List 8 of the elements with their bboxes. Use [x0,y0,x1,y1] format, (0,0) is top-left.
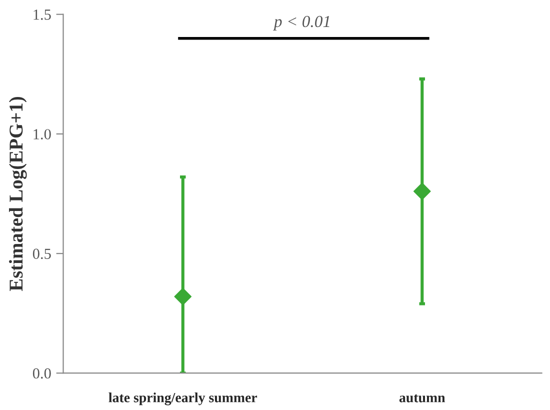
annotation: p < 0.01 [272,16,330,30]
y-tick-label: 0.0 [32,368,51,379]
y-tick-label: 1.0 [34,129,51,140]
x-tick-label: late spring/early summer [108,392,258,406]
x-tick-label: autumn [399,394,446,402]
y-tick-label: 1.5 [34,10,51,20]
y-tick-label: 0.5 [32,248,51,260]
y-axis-title: Estimated Log(EPG+1) [9,96,27,292]
